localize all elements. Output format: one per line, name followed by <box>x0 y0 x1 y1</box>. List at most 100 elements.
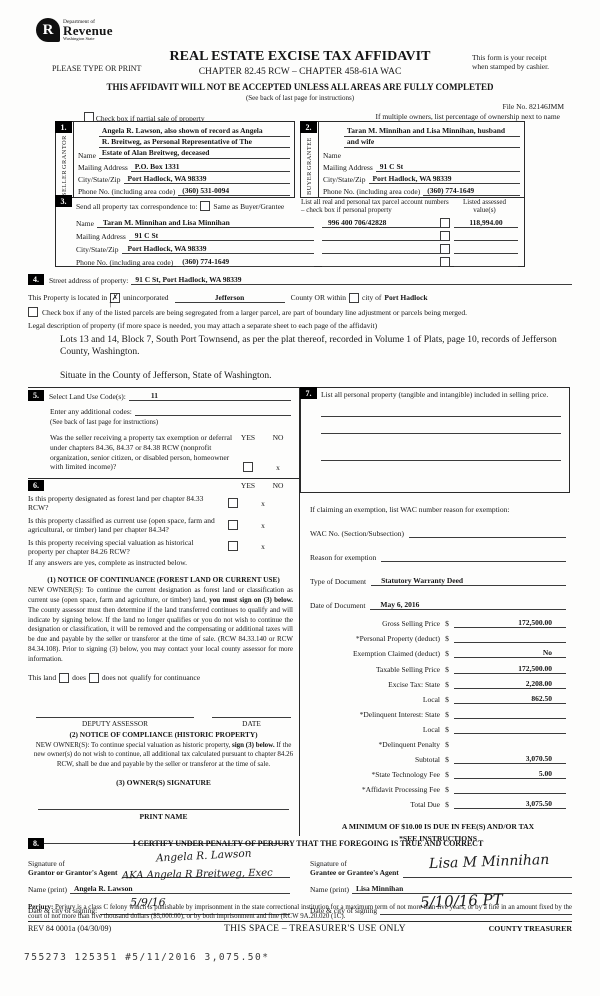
personal-property-checkbox-1[interactable] <box>440 217 450 228</box>
personal-property-deduct-field[interactable] <box>454 633 566 644</box>
fee-label: Gross Selling Price <box>382 619 440 628</box>
seller-name-line2: R. Breitweg, as Personal Representative … <box>98 137 290 148</box>
does-checkbox[interactable] <box>59 672 70 683</box>
personal-property-line-3[interactable] <box>321 434 561 461</box>
assessed-value-field-4[interactable] <box>454 257 518 267</box>
buyer-phone-field[interactable]: (360) 774-1649 <box>423 186 520 196</box>
delinquent-interest-local-field[interactable] <box>454 724 566 735</box>
affidavit-processing-fee-field[interactable] <box>454 784 566 795</box>
corr-mailing-field[interactable]: 91 C St <box>128 231 314 241</box>
segregated-checkbox[interactable] <box>28 307 38 317</box>
buyer-phone-row: Phone No. (including area code) (360) 77… <box>323 186 520 196</box>
assessed-value-field-1[interactable]: 118,994.00 <box>454 218 518 228</box>
print-name-line[interactable] <box>38 843 289 845</box>
buyer-mailing-row: Mailing Address 91 C St <box>323 162 520 172</box>
reason-exemption-label: Reason for exemption <box>310 553 377 562</box>
dollar-sign: $ <box>445 725 449 735</box>
reason-exemption-field[interactable] <box>381 552 566 562</box>
seller-mailing-field[interactable]: P.O. Box 1331 <box>130 162 290 172</box>
parcel-number-field-3[interactable] <box>322 244 440 254</box>
unincorporated-checkbox[interactable]: ✗ <box>110 293 121 303</box>
delinquent-interest-state-row: *Delinquent Interest: State $ <box>310 709 566 720</box>
historic-no-answer[interactable]: x <box>261 542 265 552</box>
corr-name-field[interactable]: Taran M. Minnihan and Lisa Minnihan <box>96 218 314 228</box>
total-due-field[interactable]: 3,075.50 <box>454 799 566 810</box>
seller-phone-field[interactable]: (360) 531-0094 <box>178 186 290 196</box>
county-field[interactable]: Jefferson <box>174 293 285 303</box>
logo-state-text: Washington State <box>63 36 95 41</box>
personal-property-line-1[interactable] <box>321 400 561 417</box>
seller-role-word: SELLER <box>61 170 68 197</box>
grantee-date-field[interactable]: 5/10/16 PT <box>380 890 572 915</box>
gross-selling-price-field[interactable]: 172,500.00 <box>454 618 566 628</box>
buyer-name-field[interactable]: Taran M. Minnihan and Lisa Minnihan, hus… <box>343 126 520 160</box>
dollar-sign: $ <box>445 619 449 628</box>
street-address-field[interactable]: 91 C St, Port Hadlock, WA 98339 <box>131 275 572 285</box>
parcel-number-field-4[interactable] <box>322 257 440 267</box>
does-not-checkbox[interactable] <box>88 672 99 683</box>
no-header: NO <box>272 433 284 442</box>
assessor-date-line[interactable] <box>212 716 291 718</box>
personal-property-checkbox-3[interactable] <box>440 243 450 254</box>
grantee-name-print-field[interactable]: Lisa Minnihan <box>351 884 572 894</box>
exemption-no-answer[interactable]: x <box>276 463 280 472</box>
grantor-name-print-field[interactable]: Angela R. Lawson <box>69 884 290 894</box>
personal-property-line-2[interactable] <box>321 417 561 434</box>
forest-yes-checkbox[interactable] <box>228 497 238 508</box>
additional-codes-field[interactable] <box>134 406 291 416</box>
personal-property-checkbox-4[interactable] <box>440 256 450 267</box>
subtotal-field[interactable]: 3,070.50 <box>454 754 566 764</box>
receipt-note-line2: when stamped by cashier. <box>472 62 550 72</box>
exemption-claimed-field[interactable]: No <box>454 648 566 659</box>
land-use-code-field[interactable]: 11 <box>128 391 291 401</box>
current-use-yes-checkbox[interactable] <box>228 519 238 530</box>
doc-date-field[interactable]: May 6, 2016 <box>370 600 566 610</box>
parcel-numbers-header: List all real and personal tax parcel ac… <box>301 198 449 215</box>
taxable-selling-price-field[interactable]: 172,500.00 <box>454 664 566 674</box>
grantor-date-field[interactable]: 5/9/16 <box>100 896 290 915</box>
buyer-mailing-field[interactable]: 91 C St <box>375 162 520 172</box>
grantor-signature-field[interactable]: Angela R. Lawson AKA Angela R Breitweg, … <box>121 847 290 881</box>
exemption-area: If claiming an exemption, list WAC numbe… <box>300 505 570 844</box>
buyer-city-field[interactable]: Port Hadlock, WA 98339 <box>368 174 520 184</box>
owners-signature-line[interactable] <box>38 809 289 811</box>
dollar-sign: $ <box>445 634 449 644</box>
excise-tax-local-field[interactable]: 862.50 <box>454 694 566 704</box>
does-label: does <box>72 673 86 683</box>
seller-mailing-row: Mailing Address P.O. Box 1331 <box>78 162 290 172</box>
doc-type-field[interactable]: Statutory Warranty Deed <box>371 576 566 586</box>
parcel-number-field-2[interactable] <box>322 231 440 241</box>
deputy-assessor-signature-line[interactable] <box>36 716 194 718</box>
buyer-mailing-label: Mailing Address <box>323 163 373 172</box>
fee-label: Local <box>422 725 440 735</box>
exemption-yes-checkbox[interactable] <box>243 462 253 472</box>
excise-tax-state-field[interactable]: 2,208.00 <box>454 679 566 689</box>
historic-yes-checkbox[interactable] <box>228 541 238 552</box>
delinquent-penalty-field[interactable] <box>454 740 566 749</box>
state-technology-fee-field[interactable]: 5.00 <box>454 769 566 779</box>
delinquent-interest-state-field[interactable] <box>454 709 566 720</box>
seller-city-field[interactable]: Port Hadlock, WA 98339 <box>123 174 290 184</box>
assessed-value-field-3[interactable] <box>454 244 518 254</box>
yes-header: YES <box>240 433 256 442</box>
wac-number-field[interactable] <box>408 528 566 538</box>
grantee-signature-field[interactable]: Lisa M Minnihan <box>402 852 572 878</box>
reason-exemption-row: Reason for exemption <box>310 552 566 562</box>
seller-name-field[interactable]: Angela R. Lawson, also shown of record a… <box>98 126 290 160</box>
corr-city-field[interactable]: Port Hadlock, WA 98339 <box>121 244 314 254</box>
fee-label: Local <box>422 694 440 704</box>
fee-label: *Affidavit Processing Fee <box>361 785 440 795</box>
logo-dept-text: Department of <box>63 19 95 25</box>
dollar-sign: $ <box>445 679 449 689</box>
current-use-no-answer[interactable]: x <box>261 520 265 530</box>
assessed-value-field-2[interactable] <box>454 231 518 241</box>
legal-description-label: Legal description of property (if more s… <box>28 321 378 330</box>
personal-property-checkbox-2[interactable] <box>440 230 450 241</box>
footer-row: REV 84 0001a (04/30/09) THIS SPACE – TRE… <box>28 921 572 934</box>
city-checkbox[interactable] <box>349 292 359 303</box>
corr-phone-field[interactable]: (360) 774-1649 <box>176 257 314 267</box>
corr-name-label: Name <box>76 218 94 228</box>
parcel-number-field[interactable]: 996 400 706/42828 <box>322 218 440 228</box>
forest-no-answer[interactable]: x <box>261 498 265 508</box>
same-as-buyer-checkbox[interactable] <box>200 201 211 212</box>
